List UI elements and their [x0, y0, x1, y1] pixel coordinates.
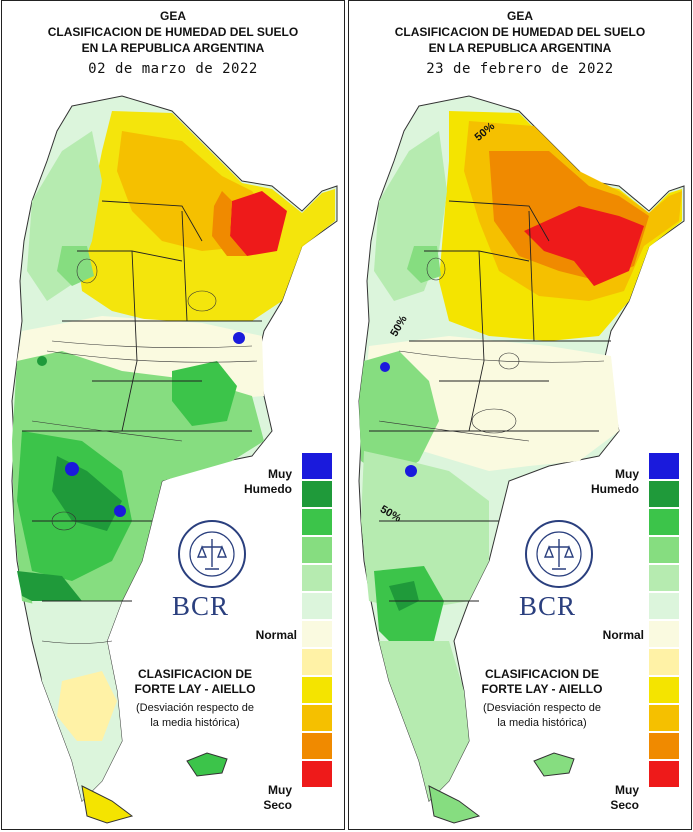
map-panel-left: GEA CLASIFICACION DE HUMEDAD DEL SUELO E…	[1, 0, 345, 830]
legend-swatch	[302, 509, 332, 537]
very-wet-spot-2	[380, 362, 390, 372]
wet-zone-central	[359, 351, 439, 481]
soil-moisture-map: 50% 50% 50%	[358, 95, 685, 824]
map-title-line1: CLASIFICACION DE HUMEDAD DEL SUELO	[47, 25, 299, 39]
tierra-del-fuego	[428, 785, 481, 824]
legend-swatch	[649, 509, 679, 537]
note-line: (Desviación respecto de	[482, 702, 601, 714]
contour-lines	[378, 257, 605, 442]
classification-title: CLASIFICACION DE FORTE LAY - AIELLO	[457, 667, 627, 697]
classification-line: FORTE LAY - AIELLO	[134, 682, 256, 696]
very-wet-spot-1	[405, 465, 417, 477]
legend-label-line: Muy	[615, 467, 639, 481]
classification-note: (Desviación respecto de la media históri…	[110, 701, 280, 731]
note-line: la media histórica)	[150, 717, 240, 729]
legend-swatch	[649, 537, 679, 565]
legend-scale	[302, 453, 332, 789]
legend-swatch-very-dry	[302, 761, 332, 789]
legend-label-line: Humedo	[591, 482, 639, 496]
legend-swatch-normal-dry	[649, 621, 679, 649]
legend-label-line: Seco	[610, 798, 639, 812]
legend-swatch	[649, 649, 679, 677]
wet-zone-east	[172, 361, 237, 426]
legend-label-line: Seco	[263, 798, 292, 812]
islas-malvinas	[186, 752, 228, 777]
legend-swatch	[302, 481, 332, 509]
wet-zone-nw-core	[57, 246, 94, 286]
legend-swatch-normal-wet	[302, 593, 332, 621]
wet-zone-southwest	[17, 571, 82, 606]
map-date: 02 de marzo de 2022	[88, 61, 258, 77]
wet-zone-nw-core	[407, 246, 441, 283]
very-wet-spot-1	[65, 462, 79, 476]
legend-label-line: Humedo	[244, 482, 292, 496]
islas-malvinas	[533, 752, 575, 777]
bcr-logo: BCR	[519, 591, 577, 621]
map-title-line2: EN LA REPUBLICA ARGENTINA	[81, 41, 265, 55]
legend-swatch	[302, 733, 332, 761]
wet-zone-southwest-core	[389, 581, 419, 611]
legend-label-very-wet: Muy Humedo	[212, 467, 292, 497]
very-wet-spot-3	[233, 332, 245, 344]
dry-zone-red	[524, 206, 644, 286]
tierra-del-fuego	[81, 785, 134, 824]
province-borders	[22, 200, 262, 602]
legend-label-very-wet: Muy Humedo	[559, 467, 639, 497]
contour-lines	[31, 258, 258, 644]
legend-swatch	[302, 565, 332, 593]
bcr-seal-icon	[178, 520, 246, 588]
classification-title: CLASIFICACION DE FORTE LAY - AIELLO	[110, 667, 280, 697]
legend-swatch	[302, 537, 332, 565]
map-panel-right: 50% 50% 50% GEA CLASIFICACION DE HUMEDAD…	[348, 0, 692, 830]
map-title-line2: EN LA REPUBLICA ARGENTINA	[428, 41, 612, 55]
classification-note: (Desviación respecto de la media históri…	[457, 701, 627, 731]
legend-label-line: Muy	[268, 467, 292, 481]
org-label: GEA	[506, 9, 533, 23]
bcr-logo: BCR	[172, 591, 230, 621]
legend-label-line: Muy	[268, 783, 292, 797]
patagonia-south	[379, 641, 469, 801]
classification-line: CLASIFICACION DE	[485, 667, 599, 681]
legend-swatch-normal-dry	[302, 621, 332, 649]
note-line: (Desviación respecto de	[135, 702, 254, 714]
very-wet-spot-2	[114, 505, 126, 517]
legend-swatch	[649, 733, 679, 761]
legend-swatch	[649, 705, 679, 733]
legend-swatch-normal-wet	[649, 593, 679, 621]
map-date: 23 de febrero de 2022	[426, 61, 614, 77]
legend-scale	[649, 453, 679, 789]
legend-swatch	[302, 677, 332, 705]
dry-zone-red	[230, 191, 287, 256]
note-line: la media histórica)	[497, 717, 587, 729]
legend-swatch	[302, 649, 332, 677]
legend-label-normal: Normal	[255, 628, 297, 642]
legend-swatch	[649, 677, 679, 705]
legend-swatch	[649, 481, 679, 509]
legend-swatch-very-dry	[649, 761, 679, 789]
legend-label-very-dry: Muy Seco	[212, 783, 292, 813]
legend-swatch-very-wet	[302, 453, 332, 481]
province-borders	[369, 200, 611, 602]
patagonia-yellow	[57, 671, 117, 741]
legend-swatch-very-wet	[649, 453, 679, 481]
legend-label-line: Muy	[615, 783, 639, 797]
legend-label-very-dry: Muy Seco	[559, 783, 639, 813]
very-wet-spot-4	[37, 356, 47, 366]
legend-label-normal: Normal	[602, 628, 644, 642]
classification-line: FORTE LAY - AIELLO	[481, 682, 603, 696]
org-label: GEA	[159, 9, 186, 23]
legend-swatch	[302, 705, 332, 733]
classification-line: CLASIFICACION DE	[138, 667, 252, 681]
map-title-line1: CLASIFICACION DE HUMEDAD DEL SUELO	[394, 25, 646, 39]
legend-swatch	[649, 565, 679, 593]
soil-moisture-map	[11, 95, 338, 824]
dry-zone-orange-ring	[212, 191, 247, 256]
bcr-seal-icon	[525, 520, 593, 588]
